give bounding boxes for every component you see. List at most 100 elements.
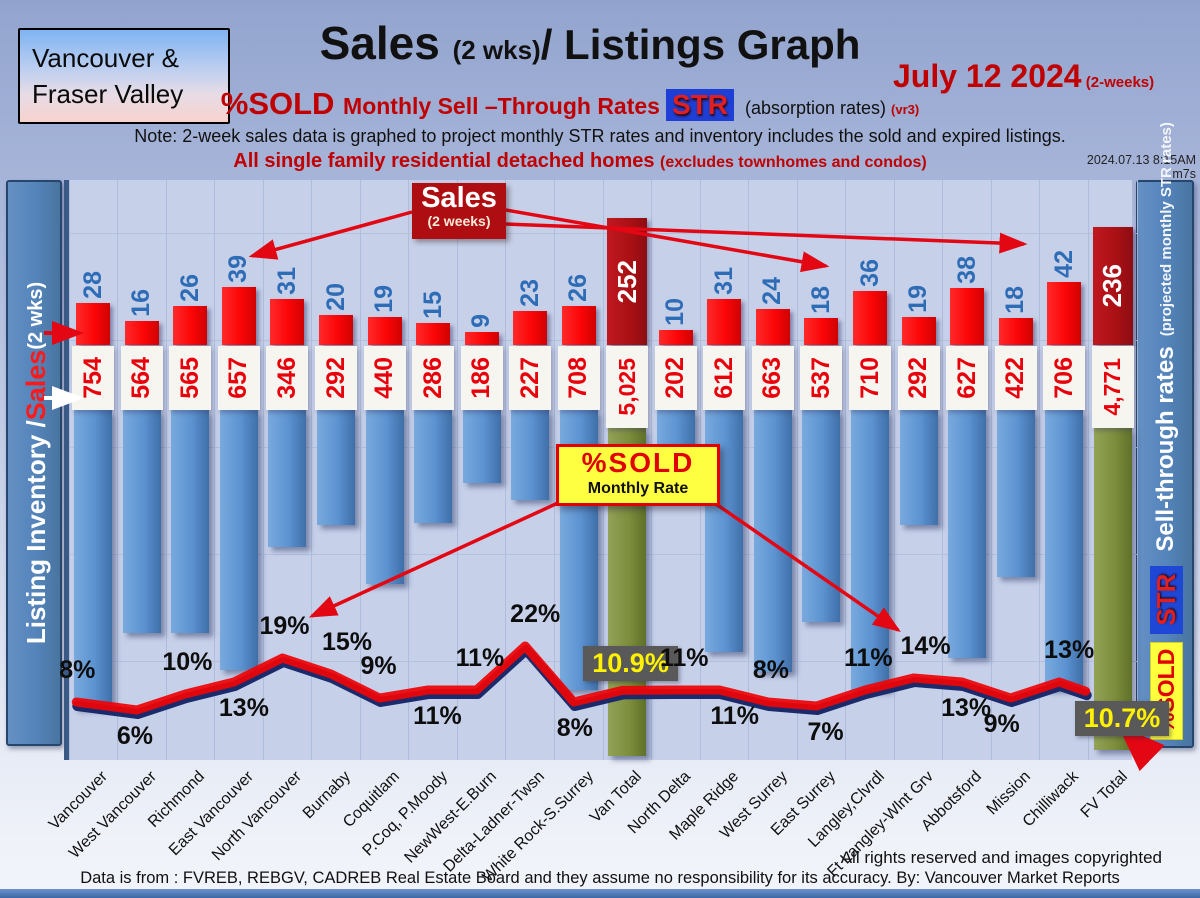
sales-value-label-wrap: 23	[513, 225, 547, 307]
grid-line-horizontal	[69, 340, 1137, 341]
inventory-value-label: 627	[952, 357, 981, 399]
inventory-label-box: 292	[315, 346, 357, 410]
inventory-value-label: 292	[321, 357, 350, 399]
sales-bar	[416, 322, 451, 345]
sales-value-label: 18	[806, 286, 835, 314]
inventory-bar	[171, 410, 210, 634]
title-sales: Sales	[319, 17, 453, 69]
grid-line-vertical	[553, 180, 555, 760]
grid-line-vertical	[505, 180, 507, 760]
inventory-bar	[1093, 428, 1132, 750]
page-title: Sales (2 wks)/ Listings Graph	[240, 16, 940, 70]
sales-value-label: 31	[272, 266, 301, 295]
pct-label: 8%	[556, 714, 593, 742]
sales-value-label-wrap: 36	[853, 205, 887, 287]
pct-label: 7%	[807, 718, 844, 746]
inventory-label-box: 440	[363, 346, 406, 410]
str-badge: STR	[665, 89, 734, 121]
sales-value-label-wrap: 28	[76, 217, 110, 299]
inventory-label-box: 292	[897, 346, 940, 410]
pct-label: 13%	[1044, 636, 1095, 664]
sales-bar	[76, 303, 111, 345]
sales-value-label: 31	[709, 266, 738, 295]
inventory-label-box: 4,771	[1091, 346, 1134, 428]
sales-bar	[561, 306, 596, 345]
sales-value-label-wrap: 252	[610, 218, 644, 345]
inventory-bar	[802, 410, 841, 623]
grid-line-vertical	[942, 180, 944, 760]
str-side-badge: STR	[1149, 565, 1183, 634]
inventory-label-box: 612	[703, 346, 746, 410]
sales-value-label-wrap: 42	[1047, 196, 1081, 278]
sales-bar	[998, 318, 1033, 345]
inventory-value-label: 706	[1049, 357, 1078, 399]
pct-label: 22%	[510, 600, 561, 628]
inventory-label-box: 286	[412, 346, 455, 410]
sales-value-label: 42	[1049, 250, 1078, 278]
grid-line-vertical	[456, 180, 458, 760]
sales-value-label-wrap: 18	[999, 232, 1033, 314]
grid-line-vertical	[990, 180, 992, 760]
grid-line-vertical	[117, 180, 119, 760]
sales-value-label: 26	[564, 274, 593, 302]
inventory-bar	[122, 410, 161, 633]
sales-value-label: 23	[515, 278, 544, 307]
region-label-box: Vancouver & Fraser Valley	[18, 28, 230, 124]
inventory-bar	[268, 410, 307, 547]
sales-value-label-wrap: 31	[707, 213, 741, 295]
pctsold-callout-box: %SOLD Monthly Rate	[556, 444, 720, 506]
inventory-label-box: 5,025	[606, 346, 649, 428]
pct-label: 14%	[900, 632, 951, 660]
inventory-value-label: 440	[370, 357, 399, 399]
sales-value-label: 10	[661, 298, 690, 326]
left-axis-panel	[6, 180, 62, 746]
sales-value-label: 19	[370, 284, 399, 313]
inventory-value-label: 708	[564, 357, 593, 399]
inventory-value-label: 286	[418, 357, 447, 399]
inventory-value-label: 422	[1001, 357, 1030, 399]
region-line2: Fraser Valley	[32, 79, 184, 109]
sales-value-label: 24	[758, 277, 787, 305]
inventory-label-box: 422	[994, 346, 1037, 410]
sales-value-label: 15	[418, 290, 447, 319]
sales-bar	[367, 316, 402, 345]
sales-value-label: 39	[224, 254, 253, 283]
inventory-label-box: 537	[800, 346, 843, 410]
grid-line-vertical	[408, 180, 410, 760]
version-label: (vr3)	[891, 102, 920, 117]
generated-timestamp: 2024.07.13 8:15AM m7s	[1086, 153, 1196, 181]
subtitle-str-line: %SOLD Monthly Sell –Through Rates STR (ab…	[190, 86, 950, 122]
pct-label: 11%	[659, 644, 709, 672]
pct-label: 10%	[162, 648, 213, 676]
sales-bar	[319, 315, 353, 345]
inventory-value-label: 537	[806, 357, 835, 399]
grid-line-vertical	[893, 180, 895, 760]
inventory-label-box: 346	[266, 346, 309, 410]
grid-line-vertical	[68, 180, 70, 760]
pct-label: 8%	[752, 656, 790, 684]
data-source-text: Data is from : FVREB, REBGV, CADREB Real…	[80, 869, 1120, 887]
sales-bar	[270, 298, 305, 345]
sales-value-label: 9	[467, 313, 496, 328]
str-rates-label: Monthly Sell –Through Rates	[343, 93, 660, 119]
sales-value-label-wrap: 19	[902, 231, 936, 313]
sales-value-label-wrap: 15	[416, 237, 450, 319]
inventory-value-label: 186	[467, 357, 496, 399]
sales-bar	[755, 309, 790, 345]
inventory-value-label: 227	[515, 357, 544, 399]
inventory-value-label: 4,771	[1099, 358, 1126, 416]
sales-value-label-wrap: 18	[804, 232, 838, 314]
grid-line-horizontal	[69, 554, 1137, 555]
sales-bar	[1047, 282, 1082, 345]
sales-bar	[853, 291, 887, 345]
pct-label: 11%	[455, 644, 505, 672]
sales-value-label-wrap: 9	[465, 246, 499, 328]
sales-value-label-wrap: 20	[319, 229, 353, 311]
inventory-label-box: 564	[120, 346, 163, 410]
region-line1: Vancouver &	[32, 43, 179, 73]
sales-value-label-wrap: 26	[562, 220, 596, 302]
grid-line-vertical	[165, 180, 167, 760]
grid-line-vertical	[1136, 180, 1138, 760]
sales-value-label: 20	[321, 283, 350, 311]
inventory-label-box: 708	[557, 346, 600, 410]
